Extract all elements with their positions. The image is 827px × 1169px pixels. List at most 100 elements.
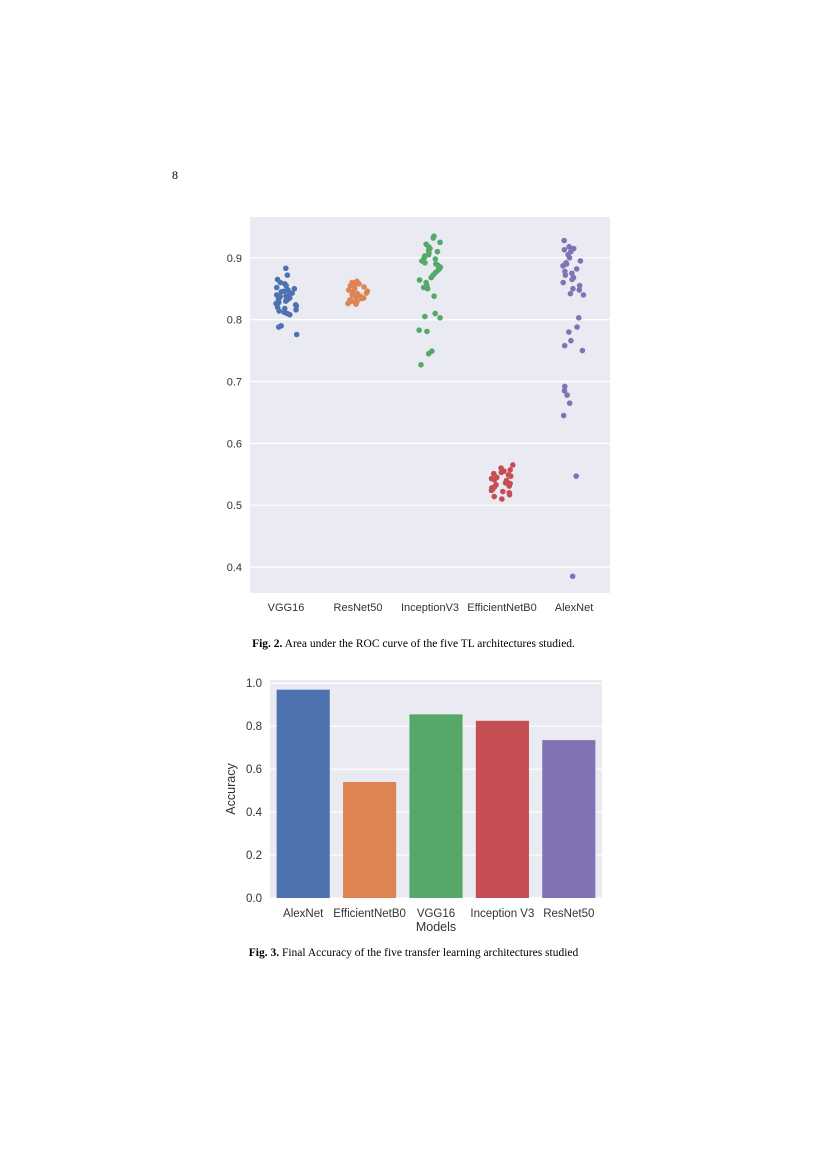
x-tick-label: Inception V3 bbox=[470, 908, 534, 920]
data-point bbox=[566, 255, 573, 261]
x-tick-label: VGG16 bbox=[417, 908, 455, 920]
data-point bbox=[284, 272, 291, 278]
bar bbox=[276, 689, 330, 898]
data-point bbox=[345, 300, 351, 307]
data-point bbox=[561, 387, 568, 394]
x-tick-label: ResNet50 bbox=[543, 908, 594, 920]
data-point bbox=[569, 573, 576, 580]
data-point bbox=[273, 284, 280, 291]
data-point bbox=[561, 342, 568, 349]
data-point bbox=[574, 324, 580, 330]
x-tick-label: AlexNet bbox=[555, 602, 594, 614]
data-point bbox=[424, 328, 430, 335]
data-point bbox=[561, 246, 568, 253]
data-point bbox=[425, 350, 432, 357]
data-point bbox=[502, 480, 509, 486]
page-number: 8 bbox=[172, 168, 178, 182]
x-tick-label: VGG16 bbox=[268, 602, 305, 614]
data-point bbox=[437, 315, 443, 321]
data-point bbox=[507, 467, 513, 473]
x-tick-label: AlexNet bbox=[283, 908, 324, 920]
y-tick-label: 0.2 bbox=[246, 850, 262, 862]
fig2-text: Area under the ROC curve of the five TL … bbox=[282, 638, 575, 650]
data-point bbox=[573, 473, 580, 479]
data-point bbox=[500, 488, 506, 495]
data-point bbox=[569, 270, 575, 277]
data-point bbox=[570, 285, 576, 292]
data-point bbox=[291, 285, 298, 292]
data-point bbox=[560, 412, 567, 419]
y-tick-label: 0.5 bbox=[227, 500, 242, 512]
data-point bbox=[431, 293, 437, 299]
y-tick-label: 1.0 bbox=[246, 678, 262, 690]
data-point bbox=[573, 266, 580, 272]
data-point bbox=[506, 483, 513, 489]
bar bbox=[542, 740, 596, 898]
y-tick-label: 0.8 bbox=[227, 315, 242, 327]
data-point bbox=[576, 287, 583, 293]
fig2-label: Fig. 2. bbox=[252, 638, 283, 650]
data-point bbox=[416, 277, 423, 283]
data-point bbox=[507, 473, 514, 479]
data-point bbox=[499, 496, 505, 502]
data-point bbox=[566, 243, 572, 250]
data-point bbox=[293, 306, 299, 313]
y-tick-label: 0.9 bbox=[227, 253, 242, 265]
bar bbox=[343, 782, 397, 898]
y-axis-label: Accuracy bbox=[224, 763, 238, 815]
fig2-caption: Fig. 2. Area under the ROC curve of the … bbox=[0, 638, 827, 650]
data-point bbox=[568, 337, 574, 344]
bar bbox=[475, 720, 529, 898]
data-point bbox=[276, 308, 282, 314]
data-point bbox=[361, 284, 367, 290]
data-point bbox=[569, 276, 575, 283]
data-point bbox=[278, 289, 285, 295]
data-point bbox=[564, 392, 570, 398]
data-point bbox=[432, 310, 439, 317]
data-point bbox=[363, 290, 370, 296]
data-point bbox=[424, 285, 431, 292]
y-tick-label: 0.6 bbox=[227, 438, 242, 450]
fig3-text: Final Accuracy of the five transfer lear… bbox=[279, 947, 579, 959]
x-tick-label: ResNet50 bbox=[334, 602, 383, 614]
data-point bbox=[566, 400, 573, 406]
data-point bbox=[488, 487, 495, 494]
x-axis-label: Models bbox=[416, 920, 456, 934]
data-point bbox=[437, 239, 443, 246]
data-point bbox=[418, 362, 424, 368]
fig3-caption: Fig. 3. Final Accuracy of the five trans… bbox=[0, 947, 827, 959]
x-tick-label: EfficientNetB0 bbox=[333, 908, 406, 920]
y-tick-label: 0.4 bbox=[246, 807, 263, 819]
data-point bbox=[358, 295, 365, 302]
data-point bbox=[283, 282, 289, 289]
bar bbox=[409, 714, 463, 898]
data-point bbox=[430, 235, 437, 241]
data-point bbox=[286, 311, 293, 318]
y-tick-label: 0.0 bbox=[246, 893, 262, 905]
data-point bbox=[575, 315, 582, 321]
data-point bbox=[561, 237, 567, 244]
data-point bbox=[498, 469, 505, 476]
y-tick-label: 0.7 bbox=[227, 377, 242, 389]
y-tick-label: 0.4 bbox=[227, 562, 242, 574]
data-point bbox=[580, 292, 587, 298]
data-point bbox=[416, 327, 422, 333]
data-point bbox=[562, 272, 569, 278]
fig3-label: Fig. 3. bbox=[248, 947, 280, 959]
data-point bbox=[560, 263, 566, 269]
data-point bbox=[567, 290, 574, 297]
y-tick-label: 0.8 bbox=[246, 721, 262, 733]
data-point bbox=[560, 279, 566, 286]
data-point bbox=[491, 493, 498, 500]
data-point bbox=[490, 470, 497, 477]
data-point bbox=[579, 347, 586, 354]
data-point bbox=[506, 491, 513, 498]
data-point bbox=[277, 279, 284, 286]
data-point bbox=[353, 301, 359, 307]
data-point bbox=[356, 280, 362, 287]
data-point bbox=[434, 248, 441, 255]
data-point bbox=[562, 383, 568, 390]
data-point bbox=[275, 324, 282, 330]
